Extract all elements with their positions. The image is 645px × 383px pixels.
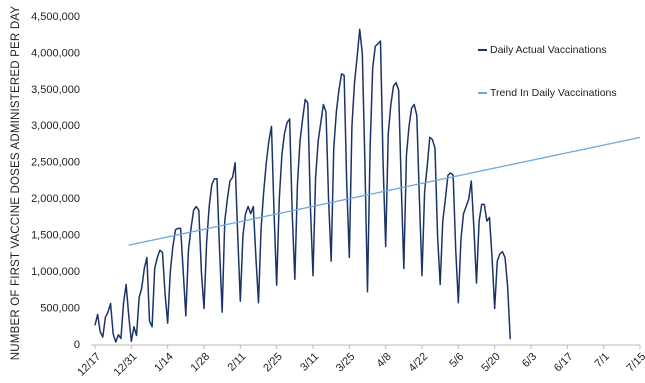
x-tick-label: 6/3 — [520, 351, 539, 370]
x-tick-label: 1/14 — [152, 351, 176, 375]
x-tick-label: 3/25 — [334, 351, 358, 375]
y-tick-label: 3,500,000 — [31, 84, 80, 96]
x-tick-label: 12/17 — [75, 351, 103, 379]
x-tick-label: 6/17 — [552, 351, 576, 375]
y-tick-label: 1,000,000 — [31, 266, 80, 278]
x-tick-label: 12/31 — [112, 351, 140, 379]
x-tick-label: 4/22 — [407, 351, 431, 375]
y-tick-label: 0 — [74, 339, 80, 351]
y-tick-label: 2,000,000 — [31, 193, 80, 205]
y-tick-label: 1,500,000 — [31, 230, 80, 242]
x-tick-label: 5/20 — [479, 351, 503, 375]
y-axis-title: NUMBER OF FIRST VACCINE DOSES ADMINISTER… — [10, 6, 22, 361]
x-tick-label: 4/8 — [375, 351, 394, 370]
legend-label: Daily Actual Vaccinations — [490, 44, 607, 56]
y-tick-label: 4,000,000 — [31, 47, 80, 59]
legend-label: Trend In Daily Vaccinations — [490, 87, 617, 99]
x-tick-label: 2/11 — [225, 351, 248, 374]
y-tick-label: 4,500,000 — [31, 11, 80, 23]
y-tick-label: 2,500,000 — [31, 157, 80, 169]
x-tick-label: 7/1 — [593, 351, 612, 370]
x-tick-label: 1/28 — [189, 351, 213, 375]
series-line — [94, 28, 511, 343]
y-tick-label: 500,000 — [40, 302, 80, 314]
y-tick-label: 3,000,000 — [31, 120, 80, 132]
series-line — [128, 136, 641, 246]
x-tick-label: 7/15 — [625, 351, 645, 375]
x-tick-label: 2/25 — [261, 351, 285, 375]
x-tick-label: 5/6 — [447, 351, 466, 370]
x-tick-label: 3/11 — [298, 351, 321, 374]
